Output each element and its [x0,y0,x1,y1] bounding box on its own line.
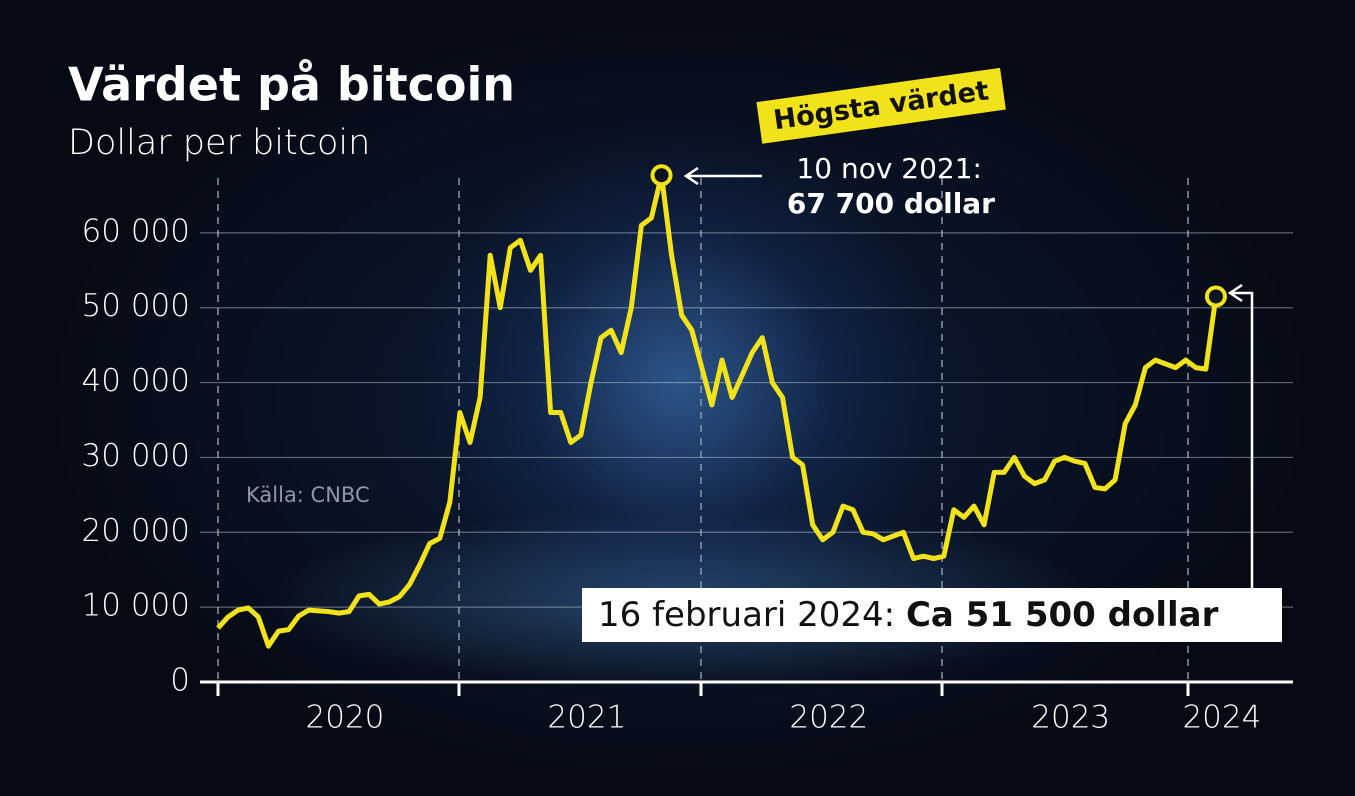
arrows [683,166,1254,600]
y-tick-label: 0 [170,663,190,699]
x-tick-label: 2022 [789,700,868,736]
last-box [582,588,1282,642]
y-tick-label: 40 000 [82,363,190,399]
price-line [216,172,1219,649]
point-marker [650,164,673,187]
axis-ticks [216,682,1190,696]
peak-tag-box [756,67,1006,144]
y-tick-label: 10 000 [82,588,190,624]
x-tick-label: 2024 [1182,700,1261,736]
x-tick-label: 2021 [547,700,626,736]
plot: 0 10 000 20 000 30 000 40 000 50 000 60 000 202… [82,164,1293,736]
peak-value: 67 700 dollar [787,187,995,220]
peak-date: 10 nov 2021: [796,152,982,185]
y-tick-label: 60 000 [82,213,190,249]
y-tick-label: 30 000 [82,438,190,474]
last-arrow [1227,283,1254,600]
chart-title: Värdet på bitcoin [68,58,515,112]
y-tick-label: 50 000 [82,288,190,324]
last-date: 16 februari 2024: [598,595,895,635]
last-value: Ca 51 500 dollar [906,595,1219,635]
chart-subtitle: Dollar per bitcoin [68,123,370,163]
peak-tag: Högsta värdet [756,67,1006,144]
last-label: 16 februari 2024: Ca 51 500 dollar [598,595,1219,635]
peak-tag-text: Högsta värdet [772,75,991,136]
x-tick-label: 2020 [306,700,385,736]
source: Källa: CNBC [246,483,370,507]
point-marker [1204,285,1227,308]
x-tick-label: 2023 [1031,700,1110,736]
y-tick-label: 20 000 [82,513,190,549]
peak-arrow [683,166,762,186]
